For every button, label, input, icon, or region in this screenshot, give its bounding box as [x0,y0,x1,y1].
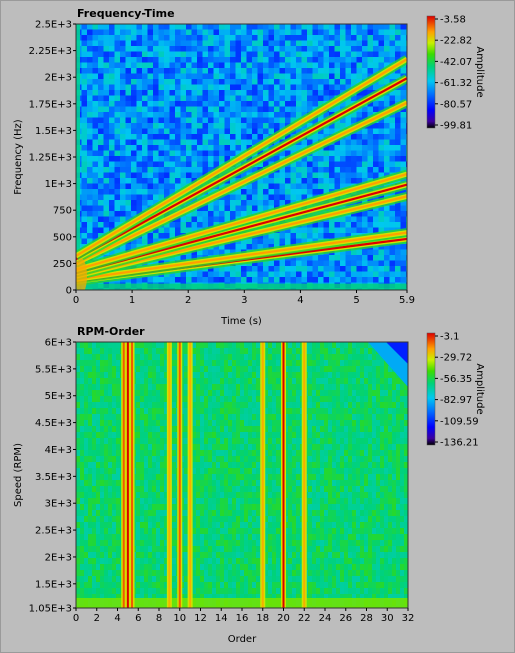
x-tick-label: 5.9 [399,295,415,306]
y-tick-label: 5.5E+3 [35,364,72,375]
x-tick-label: 10 [173,613,186,624]
colorbar-tick-label: -29.72 [440,353,472,364]
chart-title-frequency-time: Frequency-Time [77,7,175,20]
x-tick-label: 0 [73,295,79,306]
x-tick-label: 4 [114,613,120,624]
heatmap-frequency-time [76,24,407,290]
chart-title-rpm-order: RPM-Order [77,325,145,338]
x-axis-label: Time (s) [220,316,262,327]
heatmap-rpm-order [76,342,408,608]
x-tick-label: 1 [129,295,135,306]
y-tick-label: 3.5E+3 [35,472,72,483]
y-axis-label: Speed (RPM) [13,443,24,507]
y-tick-label: 2E+3 [45,552,72,563]
colorbar-ro [426,332,436,446]
y-tick-label: 0 [66,286,72,297]
y-tick-label: 750 [53,206,72,217]
x-tick-label: 12 [194,613,207,624]
x-tick-label: 2 [94,613,100,624]
y-tick-label: 1.5E+3 [35,126,72,137]
y-tick-label: 500 [53,232,72,243]
x-tick-label: 30 [381,613,394,624]
x-tick-label: 18 [256,613,269,624]
x-tick-label: 5 [353,295,359,306]
x-tick-label: 6 [135,613,141,624]
colorbar-tick-label: -80.57 [440,99,472,110]
x-tick-label: 20 [277,613,290,624]
x-tick-label: 22 [298,613,311,624]
y-tick-label: 5E+3 [45,391,72,402]
y-tick-label: 1.75E+3 [29,99,72,110]
colorbar-tick-label: -22.82 [440,36,472,47]
colorbar-tick-label: -136.21 [440,438,479,449]
x-axis-label: Order [228,634,257,645]
colorbar-tick-label: -56.35 [440,374,472,385]
y-tick-label: 2.5E+3 [35,526,72,537]
x-tick-label: 2 [185,295,191,306]
y-tick-label: 2E+3 [45,73,72,84]
x-tick-label: 4 [297,295,303,306]
colorbar-tick-label: -82.97 [440,395,472,406]
x-tick-label: 8 [156,613,162,624]
colorbar-tick-label: -3.58 [440,15,466,26]
y-tick-label: 6E+3 [45,338,72,349]
x-tick-label: 3 [241,295,247,306]
x-tick-label: 14 [215,613,228,624]
y-axis-label: Frequency (Hz) [13,119,24,195]
ridge-line [76,172,407,271]
y-tick-label: 250 [53,259,72,270]
ridge-line [76,231,407,281]
y-tick-label: 2.5E+3 [35,20,72,31]
x-tick-label: 24 [319,613,332,624]
colorbar-tick-label: -42.07 [440,57,472,68]
y-tick-label: 4E+3 [45,445,72,456]
x-tick-label: 28 [360,613,373,624]
y-tick-label: 1.5E+3 [35,579,72,590]
y-tick-label: 2.25E+3 [29,46,72,57]
colorbar-tick-label: -109.59 [440,416,479,427]
y-tick-label: 1.25E+3 [29,153,72,164]
colorbar-ft [426,15,436,129]
colorbar-tick-label: -3.1 [440,332,460,343]
y-tick-label: 1.05E+3 [29,604,72,615]
y-tick-label: 1E+3 [45,179,72,190]
colorbar-tick-label: -99.81 [440,121,472,132]
ridge-line [76,77,407,261]
x-tick-label: 32 [402,613,415,624]
colorbar-title: Amplitude [474,46,485,97]
x-tick-label: 0 [73,613,79,624]
colorbar-title: Amplitude [474,363,485,414]
y-tick-label: 4.5E+3 [35,418,72,429]
ridge-line [76,58,407,257]
colorbar-tick-label: -61.32 [440,78,472,89]
x-tick-label: 16 [236,613,249,624]
ridge-line [76,101,407,265]
x-tick-label: 26 [339,613,352,624]
y-tick-label: 3E+3 [45,499,72,510]
